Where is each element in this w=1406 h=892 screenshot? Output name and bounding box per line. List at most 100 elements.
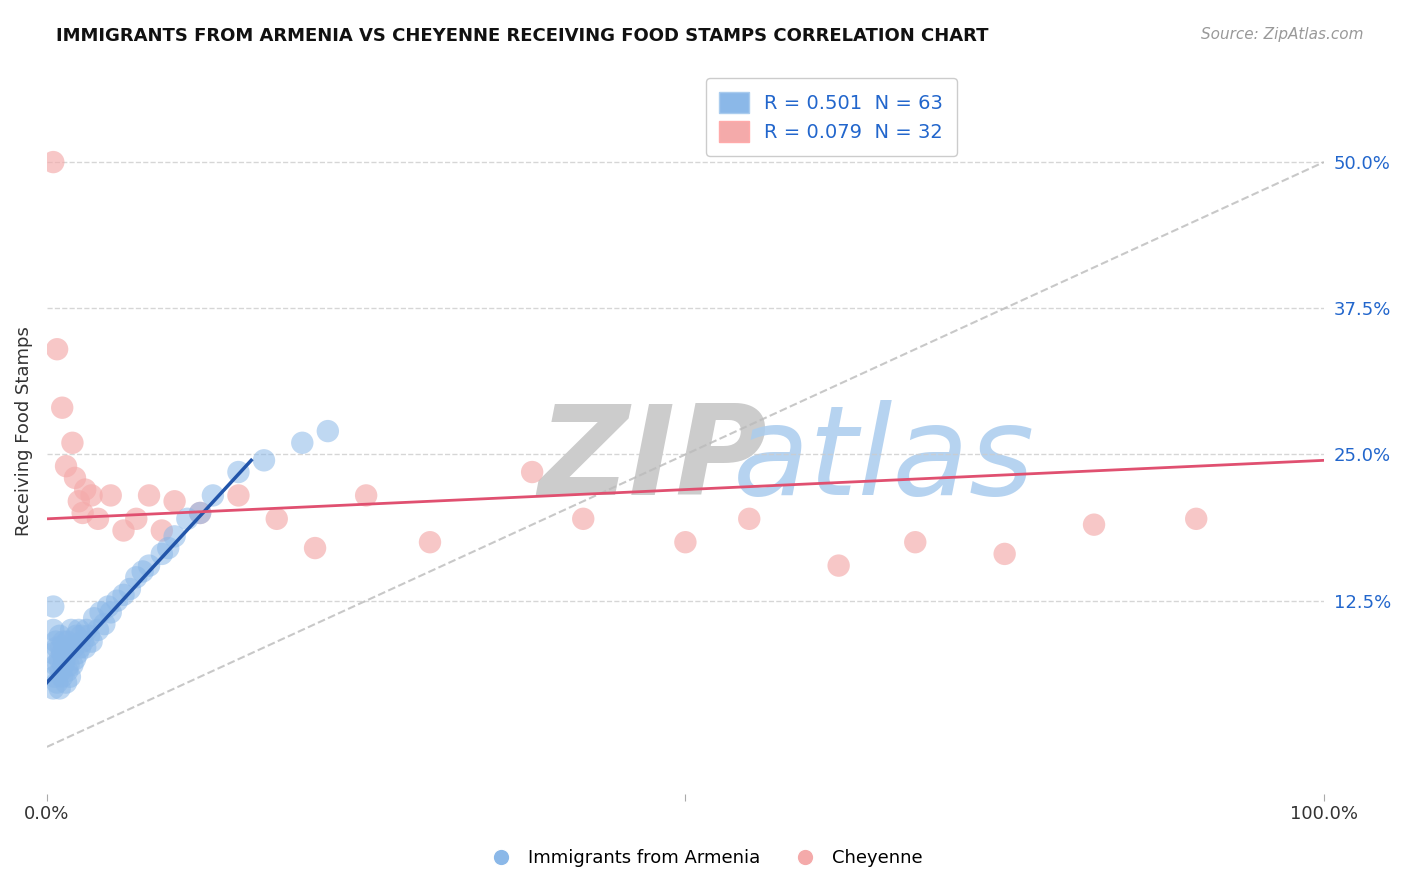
Point [65, 629, 87, 643]
Point [125, 512, 148, 526]
Point [67, 623, 90, 637]
Point [59, 670, 82, 684]
Point [354, 488, 377, 502]
Point [228, 465, 250, 479]
Point [131, 565, 153, 579]
Point [52, 634, 75, 648]
Point [138, 488, 160, 502]
Point [1083, 517, 1105, 532]
Point [49, 640, 72, 655]
Point [53, 652, 76, 666]
Point [48, 658, 70, 673]
Point [76, 623, 98, 637]
Text: IMMIGRANTS FROM ARMENIA VS CHEYENNE RECEIVING FOOD STAMPS CORRELATION CHART: IMMIGRANTS FROM ARMENIA VS CHEYENNE RECE… [56, 27, 988, 45]
Point [316, 424, 339, 438]
Point [55, 646, 77, 660]
Point [100, 488, 122, 502]
Point [72, 506, 94, 520]
Text: Source: ZipAtlas.com: Source: ZipAtlas.com [1201, 27, 1364, 42]
Point [572, 512, 595, 526]
Point [46, 640, 69, 655]
Point [419, 535, 441, 549]
Point [100, 606, 122, 620]
Point [46, 343, 69, 357]
Point [118, 582, 141, 596]
Point [89, 606, 111, 620]
Point [87, 623, 110, 637]
Point [69, 640, 91, 655]
Y-axis label: Receiving Food Stamps: Receiving Food Stamps [15, 326, 32, 536]
Point [105, 593, 128, 607]
Point [42, 623, 65, 637]
Point [150, 524, 173, 538]
Point [266, 512, 288, 526]
Point [80, 634, 103, 648]
Point [48, 681, 70, 696]
Point [188, 506, 211, 520]
Point [42, 646, 65, 660]
Point [176, 512, 198, 526]
Point [304, 541, 326, 555]
Point [59, 640, 82, 655]
Point [673, 535, 696, 549]
Point [56, 664, 79, 678]
Point [45, 658, 67, 673]
Point [520, 465, 543, 479]
Point [48, 629, 70, 643]
Point [291, 435, 314, 450]
Point [51, 670, 73, 684]
Point [55, 459, 77, 474]
Point [163, 494, 186, 508]
Point [738, 512, 761, 526]
Point [51, 401, 73, 415]
Point [46, 675, 69, 690]
Legend: Immigrants from Armenia, Cheyenne: Immigrants from Armenia, Cheyenne [475, 842, 931, 874]
Point [55, 675, 77, 690]
Point [228, 488, 250, 502]
Point [827, 558, 849, 573]
Point [87, 512, 110, 526]
Point [62, 640, 84, 655]
Point [201, 488, 224, 502]
Point [83, 611, 105, 625]
Point [157, 541, 180, 555]
Text: atlas: atlas [733, 400, 1035, 521]
Point [45, 634, 67, 648]
Point [75, 483, 97, 497]
Point [56, 634, 79, 648]
Point [63, 471, 86, 485]
Point [42, 599, 65, 614]
Point [51, 646, 73, 660]
Point [63, 652, 86, 666]
Point [62, 658, 84, 673]
Point [66, 646, 89, 660]
Point [125, 570, 148, 584]
Point [80, 488, 103, 502]
Point [44, 670, 66, 684]
Point [75, 640, 97, 655]
Point [42, 155, 65, 169]
Point [904, 535, 927, 549]
Point [62, 435, 84, 450]
Point [138, 558, 160, 573]
Point [994, 547, 1017, 561]
Text: ZIP: ZIP [538, 400, 768, 521]
Point [112, 524, 135, 538]
Point [72, 634, 94, 648]
Point [97, 599, 120, 614]
Legend: R = 0.501  N = 63, R = 0.079  N = 32: R = 0.501 N = 63, R = 0.079 N = 32 [706, 78, 956, 155]
Point [67, 494, 90, 508]
Point [48, 652, 70, 666]
Point [163, 529, 186, 543]
Point [1185, 512, 1208, 526]
Point [70, 629, 93, 643]
Point [112, 588, 135, 602]
Point [58, 658, 80, 673]
Point [93, 617, 115, 632]
Point [49, 664, 72, 678]
Point [188, 506, 211, 520]
Point [77, 629, 100, 643]
Point [253, 453, 276, 467]
Point [42, 681, 65, 696]
Point [150, 547, 173, 561]
